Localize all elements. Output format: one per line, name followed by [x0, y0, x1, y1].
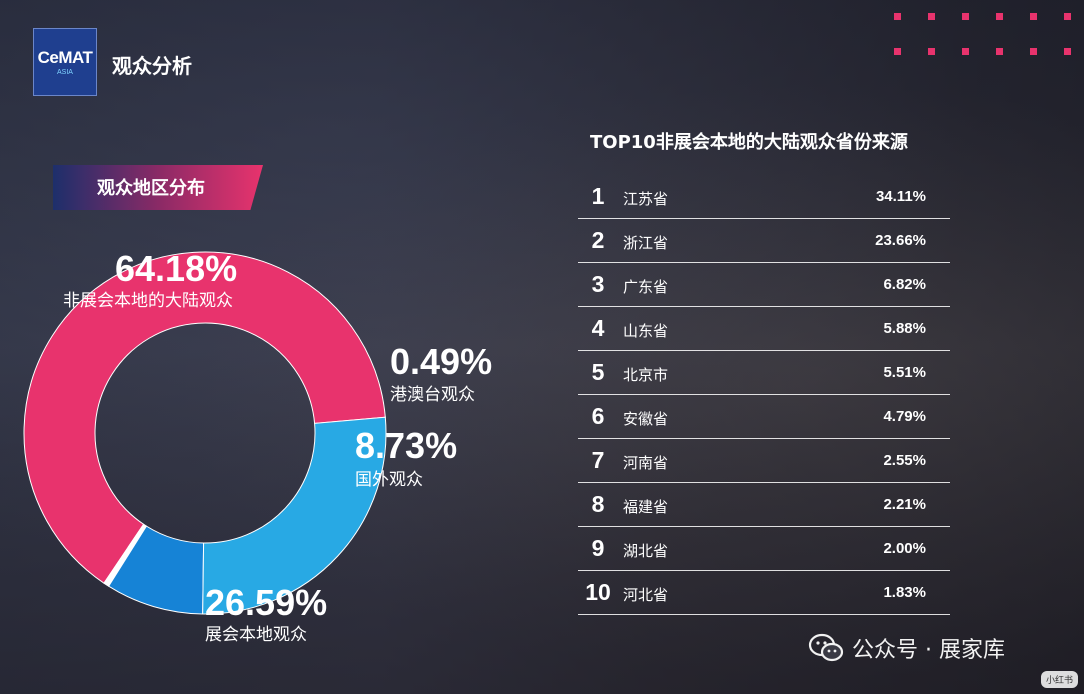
slice-value-overseas: 8.73% [355, 425, 458, 466]
dot-grid-icon [890, 10, 1080, 60]
decor-dot [962, 48, 969, 55]
donut-slice-3 [202, 416, 387, 615]
slice-label-local: 展会本地观众 [205, 625, 307, 645]
decor-dot [1030, 13, 1037, 20]
province-share: 5.88% [883, 320, 926, 337]
province-share: 2.55% [883, 452, 926, 469]
decor-dot [1064, 48, 1071, 55]
logo-main-text: CeMAT [37, 48, 93, 67]
rank-number: 5 [591, 359, 605, 385]
rank-number: 7 [591, 447, 605, 473]
corner-badge: 小红书 [1040, 671, 1078, 688]
logo-sub-text: ASIA [57, 69, 73, 76]
cemat-logo: CeMAT ASIA [33, 28, 97, 96]
table-row: 1 江苏省 34.11% [578, 175, 950, 219]
donut-slice-0 [23, 251, 386, 584]
rank-number: 8 [591, 491, 605, 517]
province-name: 江苏省 [623, 190, 669, 208]
province-share: 4.79% [883, 408, 926, 425]
decor-dot [996, 48, 1003, 55]
rank-number: 10 [585, 579, 611, 605]
decor-dot [894, 13, 901, 20]
province-name: 河南省 [623, 454, 669, 472]
slice-label-mainland: 非展会本地的大陆观众 [63, 291, 233, 311]
decor-dot [928, 13, 935, 20]
section-banner: 观众地区分布 [53, 165, 263, 210]
wechat-icon [808, 633, 844, 662]
province-name: 河北省 [623, 586, 669, 604]
decor-dot [962, 13, 969, 20]
slice-label-hmt: 港澳台观众 [390, 385, 475, 405]
rank-number: 1 [591, 183, 605, 209]
watermark-text: 公众号 · 展家库 [852, 638, 1005, 663]
table-row: 4 山东省 5.88% [578, 307, 950, 351]
province-share: 1.83% [883, 584, 926, 601]
table-row: 3 广东省 6.82% [578, 263, 950, 307]
province-name: 湖北省 [623, 542, 669, 560]
province-share: 2.00% [883, 540, 926, 557]
province-name: 北京市 [623, 366, 669, 384]
rank-number: 3 [591, 271, 605, 297]
table-row: 8 福建省 2.21% [578, 483, 950, 527]
slice-value-local: 26.59% [205, 582, 328, 623]
province-name: 安徽省 [623, 410, 669, 428]
decor-dot [1030, 48, 1037, 55]
rank-number: 4 [591, 315, 605, 341]
slice-label-overseas: 国外观众 [355, 470, 423, 490]
decor-dot [1064, 13, 1071, 20]
table-row: 9 湖北省 2.00% [578, 527, 950, 571]
page-title: 观众分析 [112, 54, 192, 78]
province-name: 广东省 [623, 278, 669, 296]
province-name: 山东省 [623, 322, 669, 340]
section-title: 观众地区分布 [97, 178, 205, 199]
province-share: 5.51% [883, 364, 926, 381]
province-share: 23.66% [875, 232, 926, 249]
table-row: 5 北京市 5.51% [578, 351, 950, 395]
table-row: 6 安徽省 4.79% [578, 395, 950, 439]
province-share: 2.21% [883, 496, 926, 513]
province-name: 浙江省 [623, 234, 669, 252]
table-row: 10 河北省 1.83% [578, 571, 950, 615]
rank-number: 9 [591, 535, 605, 561]
decor-dot [894, 48, 901, 55]
province-share: 6.82% [883, 276, 926, 293]
table-row: 7 河南省 2.55% [578, 439, 950, 483]
table-title: TOP10非展会本地的大陆观众省份来源 [590, 132, 908, 153]
table-row: 2 浙江省 23.66% [578, 219, 950, 263]
rank-number: 2 [591, 227, 605, 253]
province-share: 34.11% [875, 188, 926, 205]
decor-dot [996, 13, 1003, 20]
slice-value-mainland: 64.18% [115, 248, 238, 289]
watermark: 公众号 · 展家库 [808, 632, 1005, 664]
slice-value-hmt: 0.49% [390, 341, 493, 382]
decor-dot [928, 48, 935, 55]
rank-number: 6 [591, 403, 605, 429]
province-name: 福建省 [623, 498, 669, 516]
